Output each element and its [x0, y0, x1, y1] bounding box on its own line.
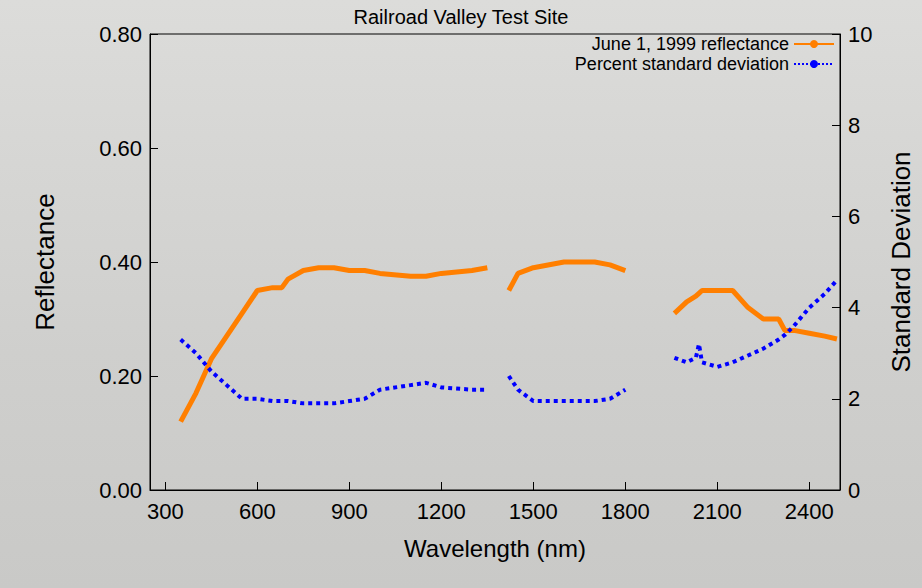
svg-text:Wavelength (nm): Wavelength (nm): [404, 535, 586, 562]
svg-text:0: 0: [848, 478, 860, 503]
svg-text:8: 8: [848, 113, 860, 138]
svg-text:900: 900: [331, 499, 368, 524]
svg-text:10: 10: [848, 22, 872, 47]
svg-text:1500: 1500: [509, 499, 558, 524]
svg-text:0.80: 0.80: [99, 22, 142, 47]
svg-text:2400: 2400: [785, 499, 834, 524]
svg-text:Standard Deviation: Standard Deviation: [886, 151, 916, 372]
svg-text:Reflectance: Reflectance: [30, 193, 60, 330]
svg-text:0.60: 0.60: [99, 136, 142, 161]
svg-text:1800: 1800: [601, 499, 650, 524]
svg-text:2: 2: [848, 386, 860, 411]
svg-text:600: 600: [239, 499, 276, 524]
svg-text:4: 4: [848, 295, 860, 320]
svg-text:0.00: 0.00: [99, 478, 142, 503]
svg-text:June 1, 1999 reflectance: June 1, 1999 reflectance: [592, 34, 789, 54]
svg-text:Railroad Valley Test Site: Railroad Valley Test Site: [354, 6, 569, 28]
svg-text:2100: 2100: [693, 499, 742, 524]
svg-text:0.40: 0.40: [99, 250, 142, 275]
svg-text:0.20: 0.20: [99, 364, 142, 389]
svg-text:300: 300: [147, 499, 184, 524]
svg-text:6: 6: [848, 204, 860, 229]
svg-text:Percent standard deviation: Percent standard deviation: [575, 54, 789, 74]
svg-text:1200: 1200: [417, 499, 466, 524]
